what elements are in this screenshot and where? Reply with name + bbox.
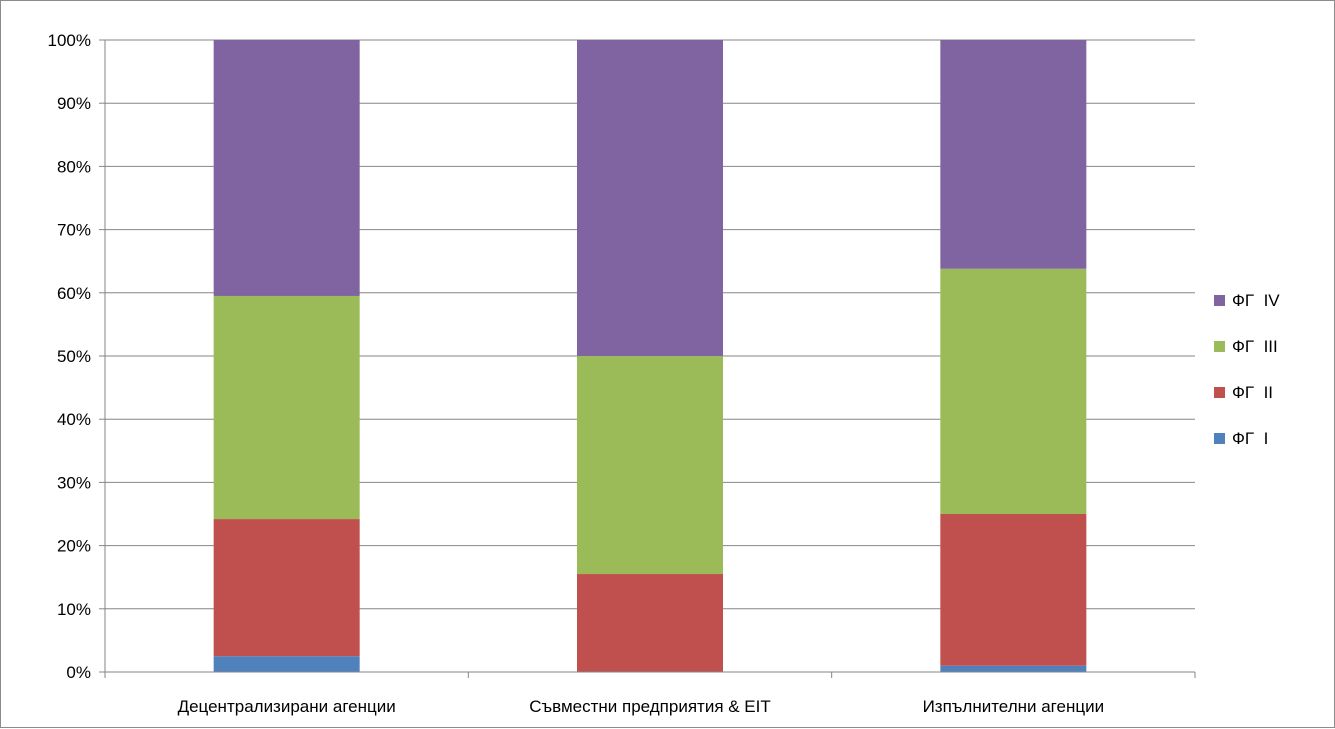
bar-segment xyxy=(577,356,723,575)
y-tick-label: 10% xyxy=(57,600,91,619)
legend-label: ФГ III xyxy=(1232,337,1278,356)
y-tick-labels: 0% 10% 20% 30% 40% 50% 60% 70% 80% 90% 100% xyxy=(48,31,91,682)
y-tick-label: 70% xyxy=(57,221,91,240)
bar-segment xyxy=(213,40,360,296)
y-tick-label: 80% xyxy=(57,157,91,176)
bar-segment xyxy=(940,40,1087,269)
axes xyxy=(99,39,1196,678)
bar-segment xyxy=(213,656,360,672)
bars xyxy=(213,40,1087,672)
y-tick-label: 90% xyxy=(57,94,91,113)
y-tick-label: 30% xyxy=(57,473,91,492)
y-tick-label: 20% xyxy=(57,537,91,556)
x-category-label: Децентрализирани агенции xyxy=(178,697,396,716)
y-tick-label: 40% xyxy=(57,410,91,429)
bar-segment xyxy=(940,665,1087,672)
bar-segment xyxy=(577,40,723,356)
legend-label: ФГ II xyxy=(1232,383,1273,402)
bar-segment xyxy=(213,519,360,657)
bar-segment xyxy=(213,295,360,520)
x-category-label: Изпълнителни агенции xyxy=(923,697,1105,716)
y-tick-label: 100% xyxy=(48,31,91,50)
legend-label: ФГ IV xyxy=(1232,291,1280,310)
y-tick-label: 0% xyxy=(66,663,91,682)
legend-swatch xyxy=(1214,341,1225,352)
x-category-label: Съвместни предприятия & EIT xyxy=(529,697,771,716)
bar-segment xyxy=(577,574,723,672)
legend-swatch xyxy=(1214,433,1225,444)
bar-segment xyxy=(940,268,1087,514)
x-category-labels: Децентрализирани агенции Съвместни предпр… xyxy=(178,697,1104,716)
legend-label: ФГ I xyxy=(1232,429,1268,448)
bar-segment xyxy=(940,514,1087,666)
y-tick-label: 50% xyxy=(57,347,91,366)
legend: ФГ IV ФГ III ФГ II ФГ I xyxy=(1214,291,1280,448)
legend-swatch xyxy=(1214,295,1225,306)
y-tick-label: 60% xyxy=(57,284,91,303)
legend-swatch xyxy=(1214,387,1225,398)
